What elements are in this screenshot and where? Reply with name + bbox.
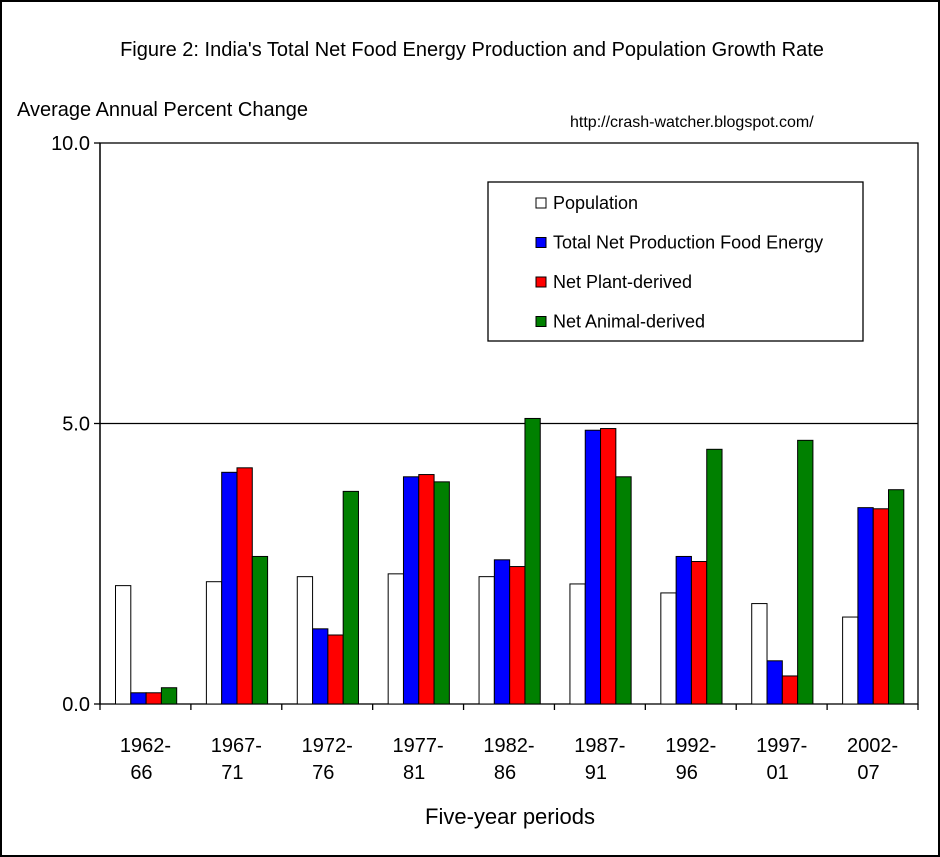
x-tick-label: 1977- — [393, 735, 444, 757]
bar — [205, 581, 223, 705]
bar — [433, 481, 450, 705]
x-tick-label: 1987- — [574, 735, 625, 757]
legend-swatch — [535, 316, 547, 327]
x-tick-label: 2002- — [847, 735, 898, 757]
bar — [478, 576, 495, 705]
bar — [872, 508, 890, 705]
y-tick-label: 0.0 — [62, 694, 90, 716]
bar — [584, 429, 602, 705]
bar — [145, 692, 162, 705]
x-tick-label: 01 — [767, 762, 789, 784]
bar — [690, 561, 708, 705]
bar — [387, 573, 404, 705]
bar — [842, 616, 859, 705]
bar — [797, 439, 814, 705]
x-tick-label: 1992- — [665, 735, 716, 757]
bar — [236, 467, 253, 705]
bar — [160, 687, 178, 705]
legend-swatch — [535, 237, 547, 248]
legend-label: Population — [553, 193, 638, 213]
chart-title: Figure 2: India's Total Net Food Energy … — [120, 39, 824, 61]
bar — [600, 428, 617, 705]
y-tick-label: 10.0 — [51, 133, 90, 155]
bar — [115, 585, 132, 705]
bar — [130, 692, 147, 705]
legend-box — [487, 181, 864, 342]
x-tick-label: 07 — [857, 762, 879, 784]
legend-label: Net Animal-derived — [553, 312, 705, 332]
legend-label: Total Net Production Food Energy — [553, 233, 823, 253]
bar — [615, 476, 632, 705]
x-tick-label: 71 — [221, 762, 243, 784]
x-tick-label: 1982- — [483, 735, 534, 757]
bar — [509, 566, 526, 705]
legend: Population Total Net Production Food Ener… — [487, 181, 864, 342]
y-axis-label: Average Annual Percent Change — [17, 99, 308, 121]
bar — [660, 592, 677, 705]
bar — [857, 507, 874, 705]
x-tick-label: 1997- — [756, 735, 807, 757]
legend-swatch — [535, 197, 547, 209]
x-tick-label: 76 — [312, 762, 334, 784]
bar — [751, 603, 768, 705]
bar — [766, 660, 783, 705]
x-tick-label: 1972- — [302, 735, 353, 757]
bar — [296, 576, 314, 705]
bar — [781, 675, 799, 705]
x-tick-label: 81 — [403, 762, 425, 784]
url-annotation: http://crash-watcher.blogspot.com/ — [570, 114, 814, 131]
legend-swatch — [535, 276, 547, 288]
bar — [327, 634, 344, 705]
x-tick-label: 1967- — [211, 735, 262, 757]
bar — [402, 476, 420, 705]
x-tick-label: 86 — [494, 762, 516, 784]
x-axis-label: Five-year periods — [425, 804, 595, 829]
bar — [493, 559, 511, 705]
bar — [569, 583, 586, 705]
x-tick-label: 66 — [130, 762, 152, 784]
bar — [342, 490, 359, 705]
bar — [221, 471, 238, 705]
bar — [312, 628, 329, 705]
x-tick-label: 1962- — [120, 735, 171, 757]
x-tick-label: 91 — [585, 762, 607, 784]
bar — [706, 448, 723, 705]
bar — [418, 474, 435, 705]
bar — [524, 417, 541, 705]
x-tick-label: 96 — [676, 762, 698, 784]
bar — [675, 555, 692, 705]
bar — [251, 555, 269, 705]
legend-label: Net Plant-derived — [553, 272, 692, 292]
bar — [888, 489, 905, 705]
y-tick-label: 5.0 — [62, 414, 90, 436]
